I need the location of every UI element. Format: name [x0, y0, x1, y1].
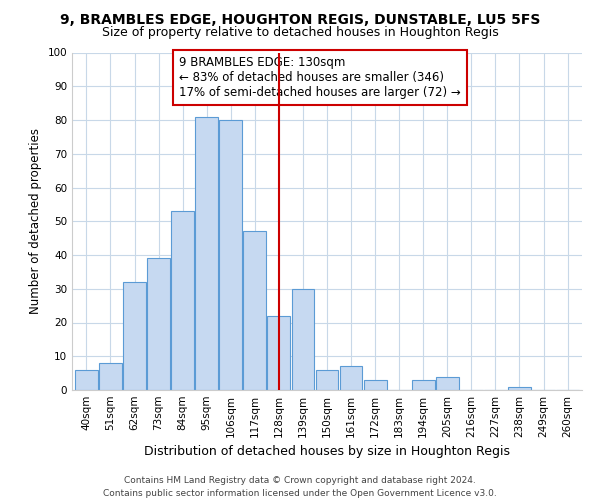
- Bar: [508, 386, 531, 390]
- Text: 9 BRAMBLES EDGE: 130sqm
← 83% of detached houses are smaller (346)
17% of semi-d: 9 BRAMBLES EDGE: 130sqm ← 83% of detache…: [179, 56, 461, 99]
- Bar: [171, 211, 194, 390]
- X-axis label: Distribution of detached houses by size in Houghton Regis: Distribution of detached houses by size …: [144, 446, 510, 458]
- Bar: [147, 258, 170, 390]
- Bar: [412, 380, 434, 390]
- Bar: [268, 316, 290, 390]
- Text: 9, BRAMBLES EDGE, HOUGHTON REGIS, DUNSTABLE, LU5 5FS: 9, BRAMBLES EDGE, HOUGHTON REGIS, DUNSTA…: [60, 12, 540, 26]
- Bar: [99, 363, 122, 390]
- Bar: [220, 120, 242, 390]
- Bar: [123, 282, 146, 390]
- Bar: [195, 116, 218, 390]
- Bar: [436, 376, 459, 390]
- Y-axis label: Number of detached properties: Number of detached properties: [29, 128, 42, 314]
- Bar: [75, 370, 98, 390]
- Bar: [316, 370, 338, 390]
- Text: Contains HM Land Registry data © Crown copyright and database right 2024.
Contai: Contains HM Land Registry data © Crown c…: [103, 476, 497, 498]
- Bar: [292, 289, 314, 390]
- Bar: [340, 366, 362, 390]
- Text: Size of property relative to detached houses in Houghton Regis: Size of property relative to detached ho…: [101, 26, 499, 39]
- Bar: [244, 232, 266, 390]
- Bar: [364, 380, 386, 390]
